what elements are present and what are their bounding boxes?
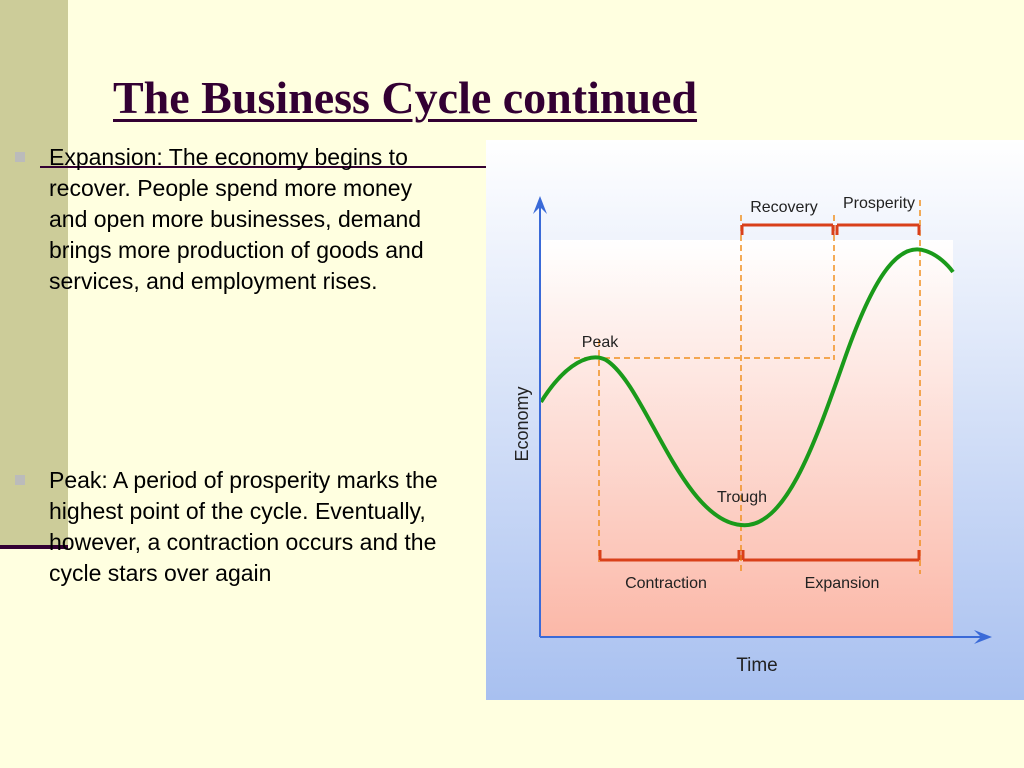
- bullet-peak-text: Peak: A period of prosperity marks the h…: [49, 467, 438, 586]
- recovery-label: Recovery: [750, 199, 818, 216]
- bullet-expansion: Expansion: The economy begins to recover…: [15, 142, 439, 297]
- y-axis-label: Economy: [512, 386, 532, 461]
- slide-title: The Business Cycle continued: [113, 72, 698, 123]
- business-cycle-diagram: Recovery Prosperity Peak Trough Contract…: [486, 140, 1024, 700]
- bullet-expansion-text: Expansion: The economy begins to recover…: [49, 144, 424, 294]
- left-accent-bar: [0, 0, 68, 548]
- phase-bars: [598, 223, 921, 562]
- bullet-square-icon: [15, 475, 25, 485]
- left-accent-rule: [0, 545, 68, 549]
- prosperity-label: Prosperity: [843, 195, 915, 212]
- bullet-square-icon: [15, 152, 25, 162]
- bullet-peak: Peak: A period of prosperity marks the h…: [15, 465, 439, 589]
- y-axis-arrow-icon: [533, 196, 547, 214]
- x-axis-label: Time: [736, 655, 778, 676]
- economy-curve: [539, 247, 955, 528]
- peak-label: Peak: [582, 334, 619, 351]
- axes: [539, 202, 989, 638]
- title-separator-rule: [40, 166, 486, 168]
- contraction-label: Contraction: [625, 575, 707, 592]
- trough-label: Trough: [717, 489, 767, 506]
- x-axis-arrow-icon: [974, 630, 992, 644]
- guide-lines: [574, 200, 921, 574]
- economy-area-fill: [541, 240, 953, 637]
- expansion-label: Expansion: [805, 575, 880, 592]
